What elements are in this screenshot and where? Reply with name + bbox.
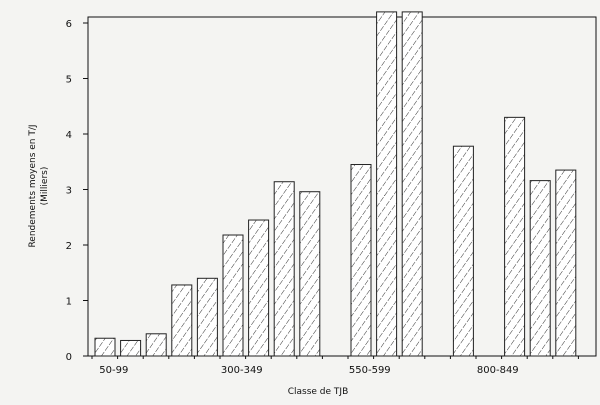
y-axis: 0 1 2 3 4 5 6 xyxy=(66,19,88,363)
y-axis-title: Rendements moyens en T/J xyxy=(28,124,38,247)
bar xyxy=(273,181,295,357)
y-tick-label: 5 xyxy=(66,75,72,86)
bar xyxy=(196,277,218,357)
bar xyxy=(248,219,270,357)
plot-frame xyxy=(87,16,597,357)
bar xyxy=(350,164,372,357)
bar xyxy=(94,337,116,357)
x-axis-title: Classe de TJB xyxy=(288,387,349,397)
x-axis: 50-99 300-349 550-599 800-849 xyxy=(91,356,579,376)
bar xyxy=(504,116,526,357)
y-tick-label: 6 xyxy=(66,19,72,30)
x-tick-label: 50-99 xyxy=(99,365,128,376)
bars-group xyxy=(94,11,577,357)
bar xyxy=(222,234,244,357)
y-tick-label: 2 xyxy=(66,241,72,252)
bar xyxy=(299,191,321,357)
x-tick-label: 800-849 xyxy=(477,365,519,376)
x-tick-label: 300-349 xyxy=(221,365,263,376)
y-axis-subtitle: (Milliers) xyxy=(40,167,50,206)
bar xyxy=(452,145,474,357)
y-tick-label: 4 xyxy=(66,130,72,141)
bar xyxy=(529,180,551,357)
bar xyxy=(171,284,193,357)
bar xyxy=(555,169,577,357)
bar xyxy=(401,11,423,357)
y-tick-label: 3 xyxy=(66,186,72,197)
bar xyxy=(120,339,142,357)
y-tick-label: 1 xyxy=(66,297,72,308)
bar xyxy=(376,11,398,357)
bar xyxy=(145,333,167,357)
x-tick-label: 550-599 xyxy=(349,365,391,376)
y-tick-label: 0 xyxy=(66,352,72,363)
